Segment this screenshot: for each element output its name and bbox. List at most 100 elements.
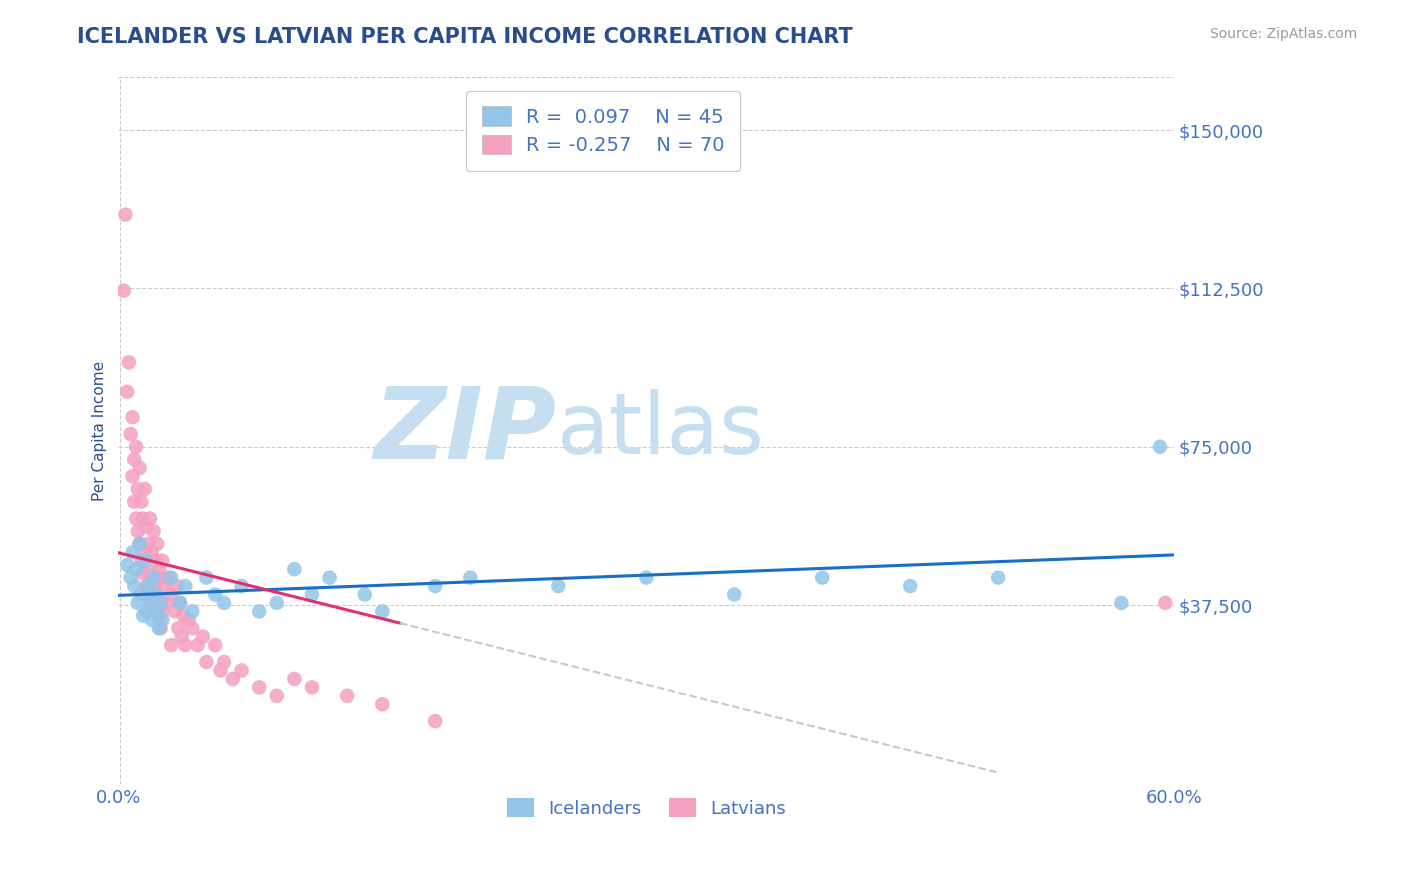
Point [131, 554, 153, 568]
Point [145, 604, 167, 618]
Point [115, 384, 138, 399]
Point [124, 579, 146, 593]
Y-axis label: Per Capita Income: Per Capita Income [93, 361, 107, 501]
Point [132, 608, 155, 623]
Point [142, 571, 165, 585]
Point [353, 587, 375, 601]
Point [146, 604, 169, 618]
Point [266, 596, 288, 610]
Point [247, 681, 270, 695]
Point [139, 596, 162, 610]
Point [125, 440, 148, 454]
Point [131, 587, 153, 601]
Point [231, 579, 253, 593]
Point [187, 638, 209, 652]
Point [987, 571, 1010, 585]
Point [212, 596, 235, 610]
Point [231, 664, 253, 678]
Point [212, 655, 235, 669]
Point [152, 554, 174, 568]
Point [156, 571, 179, 585]
Point [128, 537, 150, 551]
Point [283, 672, 305, 686]
Point [139, 566, 162, 581]
Legend: Icelanders, Latvians: Icelanders, Latvians [499, 791, 793, 825]
Point [209, 664, 232, 678]
Point [170, 630, 193, 644]
Point [135, 579, 157, 593]
Point [160, 638, 183, 652]
Point [146, 587, 169, 601]
Point [1149, 440, 1171, 454]
Point [135, 520, 157, 534]
Point [127, 524, 149, 538]
Point [127, 482, 149, 496]
Text: atlas: atlas [557, 390, 765, 473]
Point [138, 579, 160, 593]
Point [128, 537, 150, 551]
Point [247, 604, 270, 618]
Point [138, 587, 160, 601]
Point [146, 537, 169, 551]
Point [132, 566, 155, 581]
Point [141, 545, 163, 559]
Point [423, 714, 446, 728]
Point [222, 672, 245, 686]
Point [134, 482, 156, 496]
Point [283, 562, 305, 576]
Point [204, 638, 226, 652]
Point [124, 494, 146, 508]
Point [177, 613, 200, 627]
Point [153, 579, 176, 593]
Point [132, 511, 155, 525]
Point [371, 697, 394, 711]
Point [723, 587, 745, 601]
Point [301, 681, 323, 695]
Point [169, 596, 191, 610]
Point [139, 511, 162, 525]
Point [181, 621, 204, 635]
Point [134, 545, 156, 559]
Point [318, 571, 340, 585]
Text: ZIP: ZIP [374, 383, 557, 479]
Point [1111, 596, 1133, 610]
Point [173, 608, 195, 623]
Point [128, 461, 150, 475]
Text: ICELANDER VS LATVIAN PER CAPITA INCOME CORRELATION CHART: ICELANDER VS LATVIAN PER CAPITA INCOME C… [77, 27, 853, 46]
Point [181, 604, 204, 618]
Point [121, 410, 143, 425]
Point [152, 613, 174, 627]
Point [114, 208, 136, 222]
Point [191, 630, 214, 644]
Point [160, 571, 183, 585]
Point [121, 545, 143, 559]
Point [174, 638, 197, 652]
Point [169, 596, 191, 610]
Point [204, 587, 226, 601]
Point [142, 524, 165, 538]
Point [167, 621, 190, 635]
Point [127, 596, 149, 610]
Text: Source: ZipAtlas.com: Source: ZipAtlas.com [1209, 27, 1357, 41]
Point [148, 608, 170, 623]
Point [125, 511, 148, 525]
Point [134, 554, 156, 568]
Point [149, 621, 172, 635]
Point [266, 689, 288, 703]
Point [142, 579, 165, 593]
Point [141, 613, 163, 627]
Point [898, 579, 921, 593]
Point [149, 596, 172, 610]
Point [301, 587, 323, 601]
Point [112, 284, 135, 298]
Point [152, 604, 174, 618]
Point [149, 571, 172, 585]
Point [371, 604, 394, 618]
Point [115, 558, 138, 572]
Point [131, 494, 153, 508]
Point [166, 579, 188, 593]
Point [125, 562, 148, 576]
Point [145, 554, 167, 568]
Point [155, 596, 177, 610]
Point [547, 579, 569, 593]
